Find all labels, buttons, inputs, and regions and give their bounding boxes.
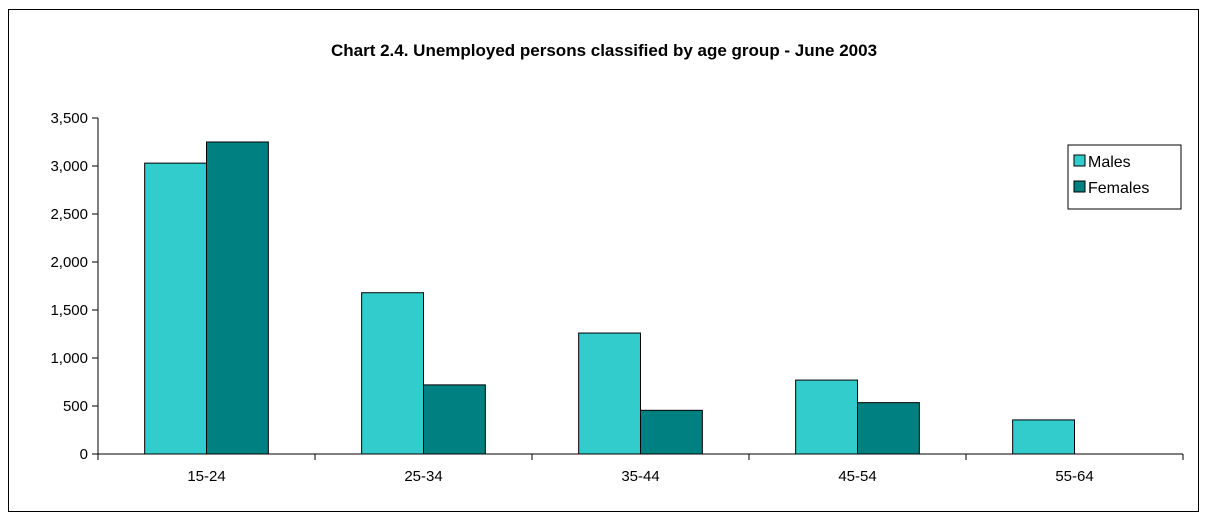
legend-swatch-females (1073, 180, 1086, 193)
bar-males-25-34 (361, 292, 424, 455)
y-tick-label: 3,500 (50, 110, 88, 127)
chart-container: Chart 2.4. Unemployed persons classified… (8, 9, 1199, 512)
legend-label-males: Males (1088, 154, 1131, 171)
legend-box (1067, 144, 1182, 210)
y-tick-label: 1,500 (50, 302, 88, 319)
chart-title: Chart 2.4. Unemployed persons classified… (331, 41, 877, 60)
y-tick-label: 2,000 (50, 254, 88, 271)
bar-females-25-34 (423, 384, 486, 455)
x-tick-label: 45-54 (838, 468, 876, 485)
bar-females-45-54 (857, 402, 920, 455)
x-tick-label: 15-24 (187, 468, 225, 485)
y-tick-label: 500 (63, 398, 88, 415)
bar-males-35-44 (578, 332, 642, 455)
x-tick-label: 25-34 (404, 468, 442, 485)
legend: Males Females (1067, 144, 1182, 210)
y-axis: 0 500 1,000 1,500 2,000 2,500 3,000 3,500 (50, 110, 99, 463)
legend-swatch-males (1073, 154, 1086, 167)
legend-label-females: Females (1088, 180, 1149, 197)
bar-males-55-64 (1012, 419, 1076, 455)
bar-females-15-24 (206, 141, 269, 455)
y-tick-label: 1,000 (50, 350, 88, 367)
bars (144, 141, 1076, 455)
x-tick-label: 35-44 (621, 468, 659, 485)
bar-chart: Chart 2.4. Unemployed persons classified… (50, 41, 1184, 485)
x-tick-label: 55-64 (1055, 468, 1093, 485)
y-tick-label: 3,000 (50, 158, 88, 175)
bar-males-45-54 (795, 379, 859, 455)
y-tick-label: 2,500 (50, 206, 88, 223)
bar-males-15-24 (144, 162, 207, 455)
y-tick-label: 0 (80, 446, 88, 463)
bar-females-35-44 (640, 409, 703, 455)
x-axis: 15-24 25-34 35-44 45-54 55-64 (97, 453, 1184, 485)
